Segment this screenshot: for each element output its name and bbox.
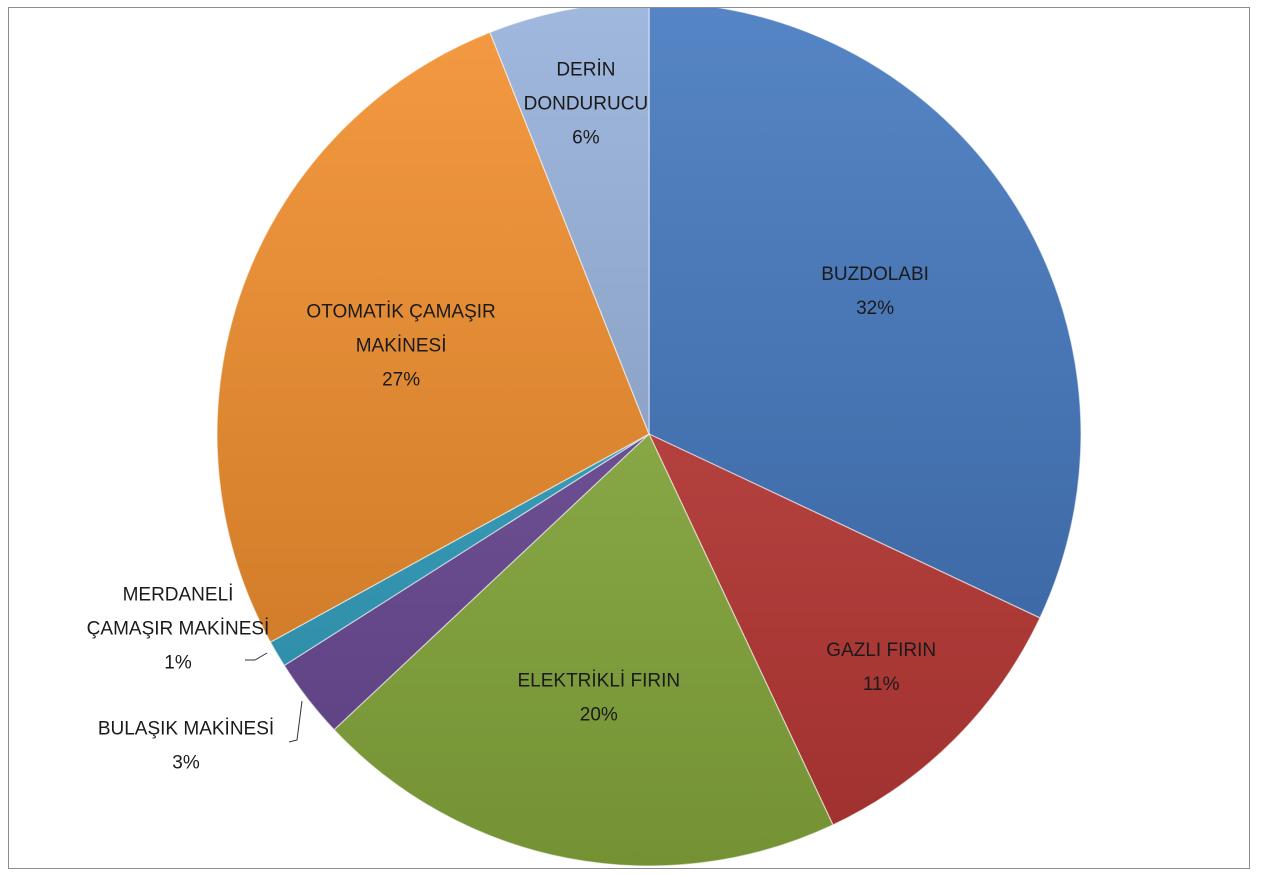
data-label-percent: 11% <box>863 674 900 695</box>
data-label-category: DONDURUCU <box>524 94 649 115</box>
data-label-category: MAKİNESİ <box>356 335 447 356</box>
data-label-percent: 32% <box>856 298 894 319</box>
data-label-merdaneli-camasir-makinesi: MERDANELİ ÇAMAŞIR MAKİNESİ 1% <box>87 585 270 674</box>
data-label-category: MERDANELİ <box>123 585 234 606</box>
leader-line-merdaneli-camasir-makinesi <box>245 652 268 661</box>
data-label-percent: 6% <box>572 128 600 149</box>
data-label-category: BUZDOLABI <box>821 264 929 285</box>
data-label-category: DERİN <box>556 60 615 81</box>
pie-slice-elektrikli-firin <box>333 432 834 867</box>
data-label-elektrikli-firin: ELEKTRİKLİ FIRIN 20% <box>517 671 680 726</box>
data-label-category: GAZLI FIRIN <box>826 640 936 661</box>
data-label-category: BULAŞIK MAKİNESİ <box>98 719 274 740</box>
data-label-bulasik-makinesi: BULAŞIK MAKİNESİ 3% <box>98 719 274 774</box>
data-label-otomatik-camasir-makinesi: OTOMATİK ÇAMAŞIR MAKİNESİ 27% <box>306 301 495 390</box>
pie-slice-gazli-firin <box>647 432 1041 826</box>
data-label-percent: 27% <box>382 369 420 390</box>
data-label-category: OTOMATİK ÇAMAŞIR <box>306 301 495 322</box>
pie-chart: BUZDOLABI 32% GAZLI FIRIN 11% ELEKTRİKLİ FIR… <box>87 8 1082 867</box>
data-label-percent: 20% <box>580 705 618 726</box>
pie-slice-buzdolabi <box>648 8 1082 619</box>
data-label-buzdolabi: BUZDOLABI 32% <box>821 264 929 319</box>
data-label-percent: 1% <box>164 653 192 674</box>
leader-line-bulasik-makinesi <box>288 700 303 743</box>
data-label-category: ÇAMAŞIR MAKİNESİ <box>87 619 270 640</box>
pie-slice-otomatik-camasir-makinesi <box>216 31 650 643</box>
pie-slice-derin-dondurucu <box>489 8 650 435</box>
data-label-derin-dondurucu: DERİN DONDURUCU 6% <box>524 60 649 149</box>
data-label-gazli-firin: GAZLI FIRIN 11% <box>826 640 936 695</box>
chart-area: BUZDOLABI 32% GAZLI FIRIN 11% ELEKTRİKLİ FIR… <box>8 7 1250 869</box>
data-label-category: ELEKTRİKLİ FIRIN <box>517 671 680 692</box>
data-label-percent: 3% <box>172 753 200 774</box>
